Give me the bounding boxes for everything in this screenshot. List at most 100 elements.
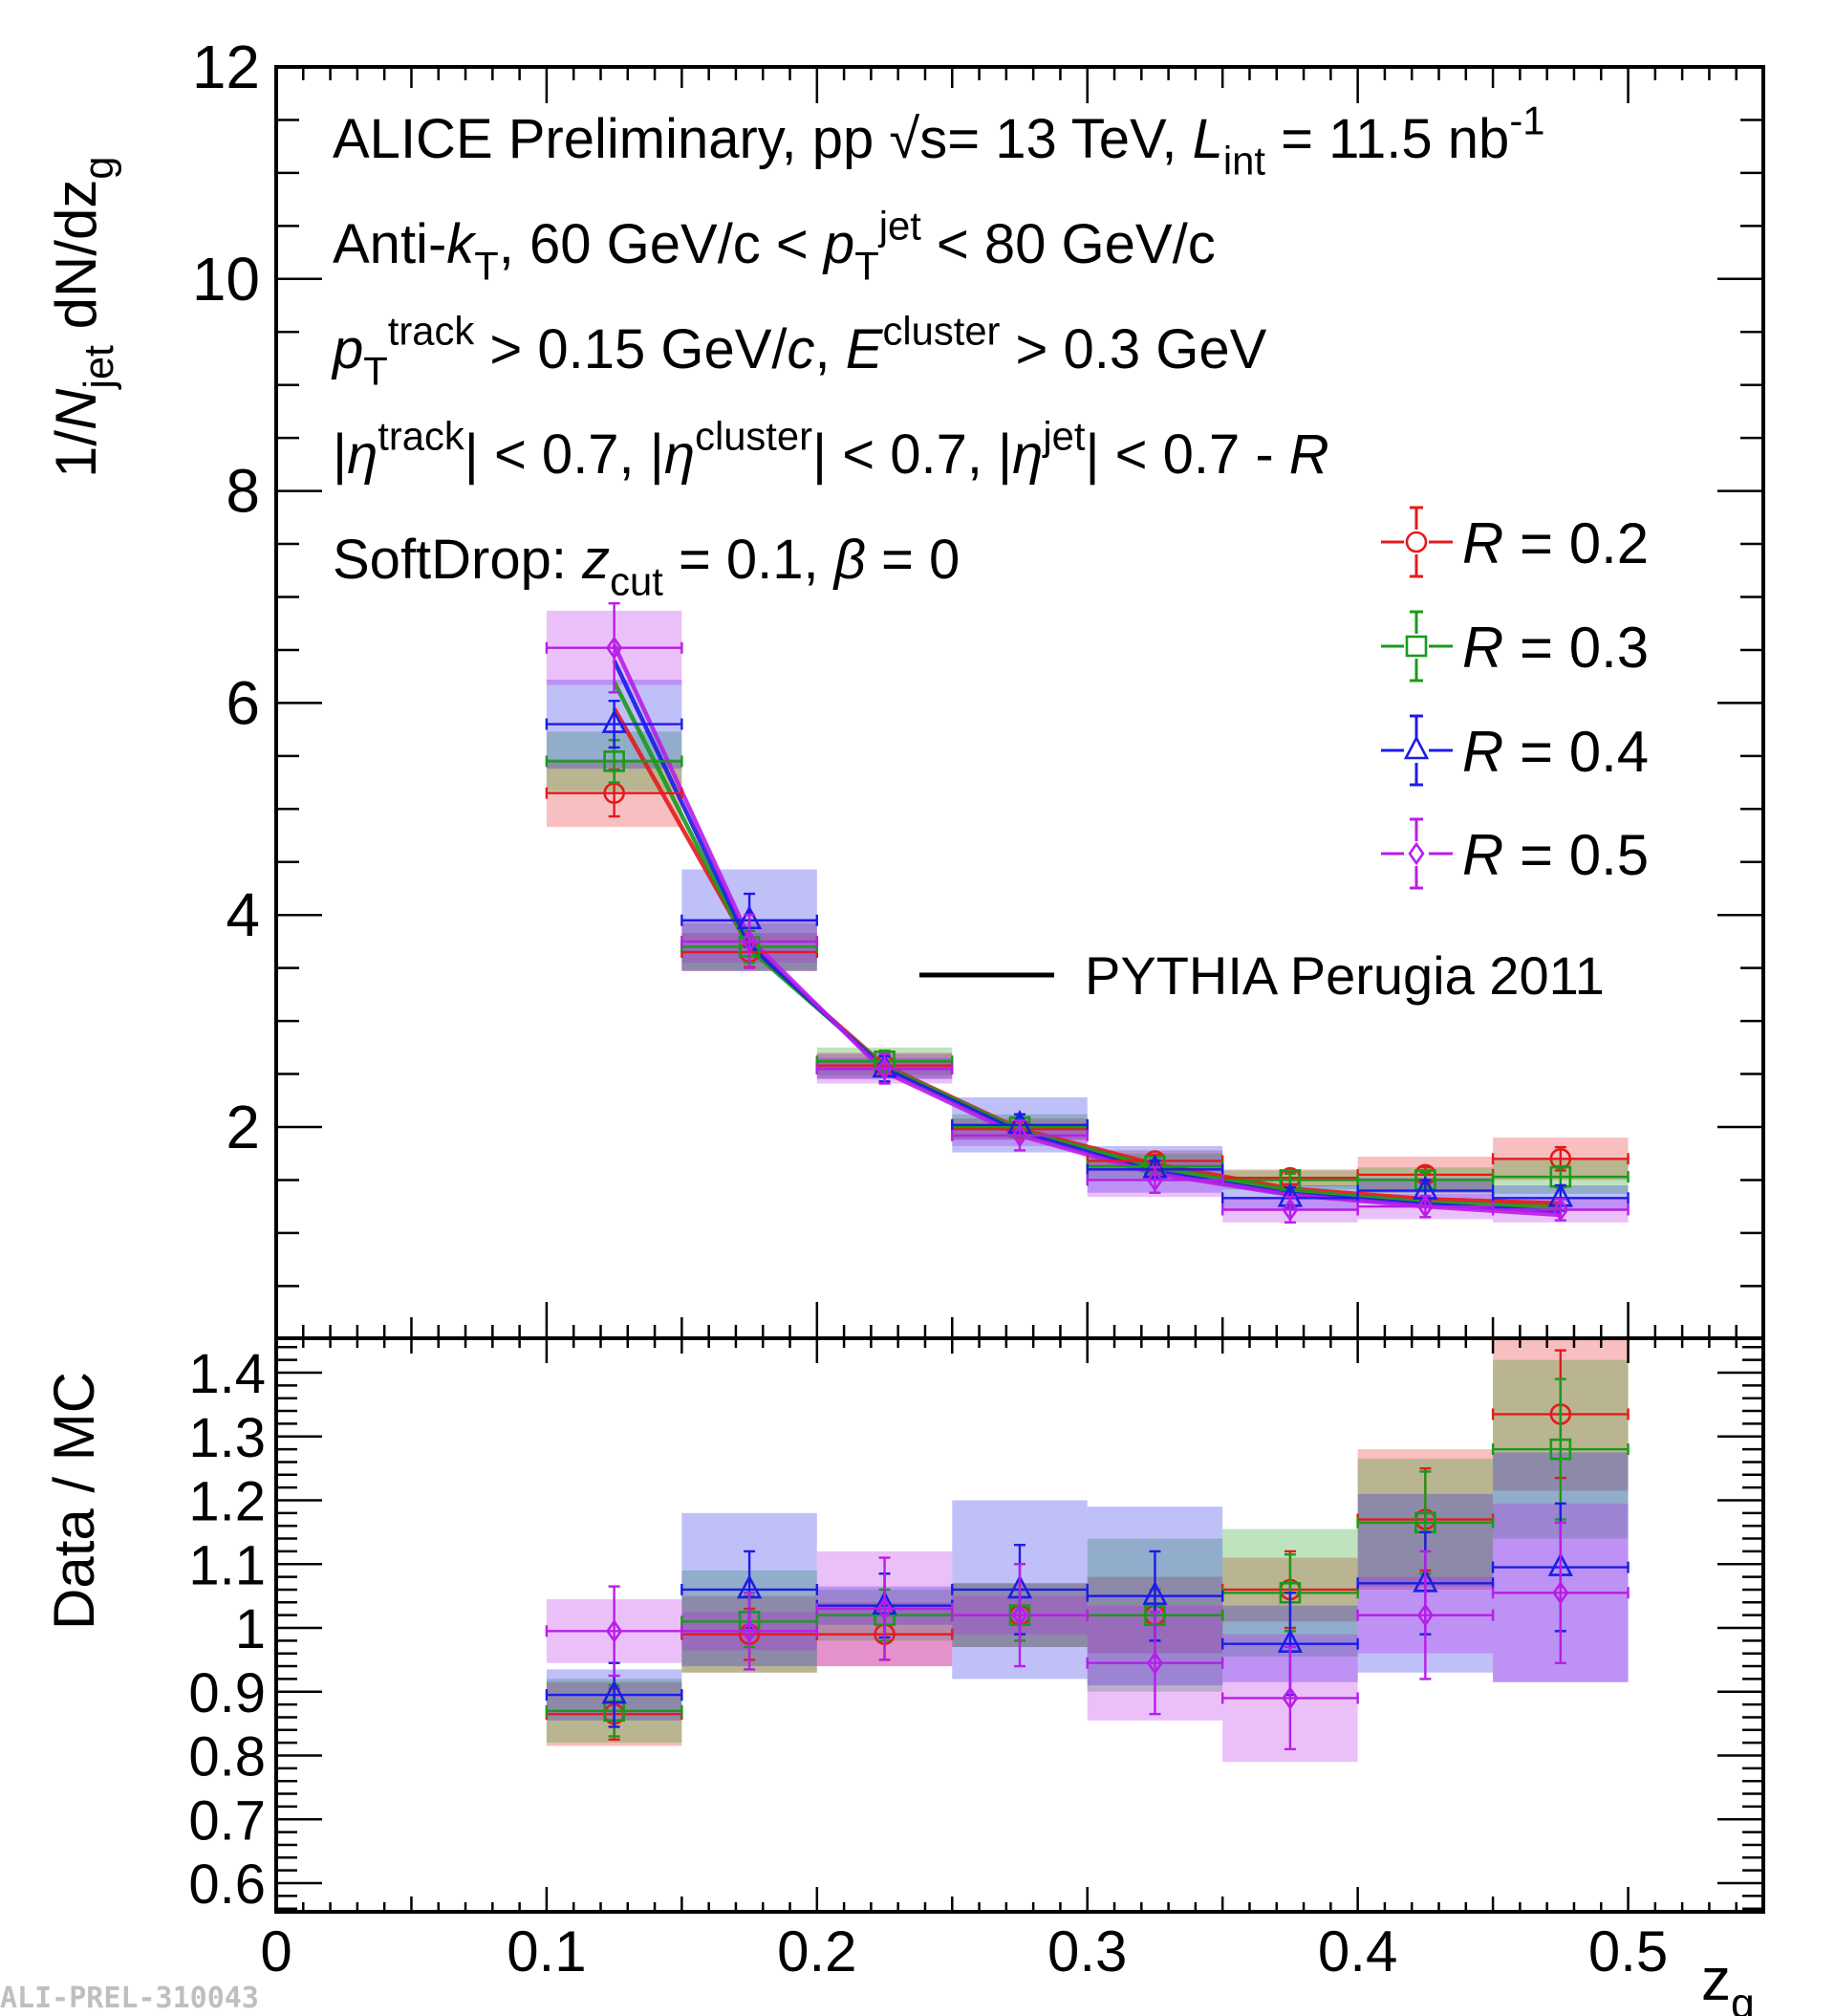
annotation-softdrop-part: β <box>832 529 866 591</box>
annotation-alice-part: -1 <box>1509 98 1544 143</box>
y-axis-title-top-part: dN/dz <box>44 180 108 345</box>
watermark: ALI-PREL-310043 <box>0 1982 259 2015</box>
legend-label-r3-part: = 0.5 <box>1503 823 1649 887</box>
annotation-alice-part: √s <box>889 108 947 170</box>
legend-label-r1-part: R <box>1462 616 1503 680</box>
legend-marker-wrap <box>1404 841 1429 866</box>
legend-marker-r0 <box>1405 531 1428 553</box>
legend-entry-r2: R = 0.4 <box>1381 714 1649 787</box>
annotation-antikt-part: T <box>474 243 499 288</box>
ratio-marker-r3-bin3 <box>1011 1603 1028 1627</box>
annotation-alice-part: L <box>1193 108 1223 170</box>
ratio-panel-frame <box>274 1336 1765 1914</box>
annotation-antikt-part: < 80 GeV/c <box>921 213 1216 275</box>
ratio-point-r3-bin2 <box>815 1556 954 1661</box>
legend-marker-r2 <box>1403 735 1430 760</box>
legend-marker-wrap <box>1403 735 1430 763</box>
top-marker-r3-bin1 <box>741 929 758 954</box>
annotation-softdrop-part: SoftDrop: <box>333 529 582 591</box>
ratio-marker-r3-bin5 <box>1282 1686 1299 1710</box>
annotation-cuts-part: c <box>788 318 815 380</box>
legend-label-r2: R = 0.4 <box>1462 720 1649 784</box>
ratio-marker-r3-bin4 <box>1146 1651 1164 1675</box>
top-marker-r3-bin2 <box>875 1056 894 1081</box>
ratio-marker-r3-bin0 <box>606 1619 623 1643</box>
x-tick-label: 0.5 <box>1588 1919 1668 1983</box>
legend-label-r3-part: R <box>1462 823 1503 887</box>
legend-label-r1-part: = 0.3 <box>1503 616 1649 680</box>
legend-label-r2-part: = 0.4 <box>1503 720 1649 784</box>
annotation-alice: ALICE Preliminary, pp √s= 13 TeV, Lint =… <box>333 98 1544 184</box>
top-point-r3-bin6 <box>1356 1194 1495 1219</box>
y-tick-label-ratio: 0.6 <box>188 1853 266 1916</box>
annotation-cuts-part: cluster <box>882 309 1000 354</box>
annotation-antikt-part: T <box>854 243 879 288</box>
legend-pythia-label: PYTHIA Perugia 2011 <box>1085 945 1605 1006</box>
ratio-point-r3-bin6 <box>1356 1550 1495 1680</box>
y-tick-label-ratio: 1.4 <box>188 1343 266 1405</box>
annotation-softdrop-part: = 0.1, <box>663 529 834 591</box>
annotation-alice-part: = 13 TeV, <box>947 108 1192 170</box>
y-tick-label-ratio: 1.2 <box>188 1471 266 1533</box>
top-point-r3-bin1 <box>680 914 819 969</box>
y-tick-label-top: 2 <box>226 1093 260 1161</box>
legend-marker-r1 <box>1405 635 1428 658</box>
legend-label-r2-part: R <box>1462 720 1503 784</box>
annotation-softdrop-part: z <box>581 529 610 591</box>
y-tick-label-ratio: 0.7 <box>188 1789 266 1852</box>
annotation-antikt-part: p <box>822 213 854 275</box>
annotation-eta: |ηtrack| < 0.7, |ηcluster| < 0.7, |ηjet|… <box>333 414 1329 486</box>
y-tick-label-ratio: 1.1 <box>188 1534 266 1596</box>
annotation-antikt: Anti-kT, 60 GeV/c < pTjet < 80 GeV/c <box>333 204 1216 289</box>
legend-label-r3: R = 0.5 <box>1462 823 1649 887</box>
annotation-alice-part: ALICE Preliminary, pp <box>333 108 889 170</box>
annotation-antikt-part: jet <box>877 204 921 249</box>
ratio-data-points <box>545 1349 1630 1751</box>
top-marker-r3-bin4 <box>1146 1168 1164 1192</box>
y-axis-title-top-part: jet <box>76 345 122 391</box>
annotation-cuts-part: E <box>846 318 884 380</box>
legend-entry-r1: R = 0.3 <box>1381 610 1649 683</box>
annotation-eta-part: η <box>1012 423 1043 486</box>
y-axis-title-top-part: N <box>44 388 108 430</box>
annotation-eta-part: | <box>333 423 347 486</box>
pythia-curve-r1 <box>612 681 1561 1210</box>
y-axis-title-top: 1/Njet dN/dzg <box>44 157 122 478</box>
x-axis-title: zg <box>1701 1947 1755 2016</box>
legend-marker-r3 <box>1408 841 1425 866</box>
annotation-eta-part: R <box>1289 423 1329 486</box>
top-marker-r3-bin3 <box>1011 1123 1028 1148</box>
ratio-point-r3-bin5 <box>1220 1645 1359 1751</box>
top-point-r3-bin4 <box>1086 1165 1224 1194</box>
annotation-antikt-part: k <box>446 213 477 275</box>
annotations: ALICE Preliminary, pp √s= 13 TeV, Lint =… <box>331 98 1544 604</box>
ratio-point-r3-bin4 <box>1086 1611 1224 1716</box>
ratio-marker-r2-bin4 <box>1142 1580 1168 1605</box>
annotation-eta-part: η <box>347 423 378 486</box>
ratio-systematic-boxes <box>546 1340 1629 1763</box>
top-marker-r3-bin0 <box>606 636 623 660</box>
top-marker-r1-bin0 <box>603 750 625 772</box>
y-axis-title-top-part: g <box>76 157 122 180</box>
top-marker-r2-bin0 <box>601 708 627 733</box>
ratio-point-r3-bin1 <box>680 1592 819 1671</box>
legend-label-r0-part: = 0.2 <box>1503 511 1649 575</box>
annotation-eta-part: | < 0.7, | <box>812 423 1012 486</box>
legend-entry-r0: R = 0.2 <box>1381 506 1649 578</box>
annotation-cuts: pTtrack > 0.15 GeV/c, Ecluster > 0.3 GeV <box>331 309 1267 394</box>
legend-marker-wrap <box>1404 634 1429 659</box>
annotation-cuts-part: track <box>388 309 475 354</box>
y-tick-label-top: 8 <box>226 457 260 526</box>
pythia-curves <box>612 643 1561 1218</box>
annotation-cuts-part: > 0.3 GeV <box>1000 318 1266 380</box>
annotation-eta-part: jet <box>1041 414 1085 459</box>
y-tick-label-top: 4 <box>226 880 260 949</box>
annotation-eta-part: track <box>378 414 464 459</box>
ratio-marker-r1-bin7 <box>1549 1438 1572 1461</box>
top-point-r3-bin2 <box>815 1052 954 1085</box>
legend-label-r1: R = 0.3 <box>1462 616 1649 680</box>
legend-label-r0-part: R <box>1462 511 1503 575</box>
x-tick-label: 0.3 <box>1047 1919 1127 1983</box>
legend-marker-bg <box>1404 634 1429 659</box>
